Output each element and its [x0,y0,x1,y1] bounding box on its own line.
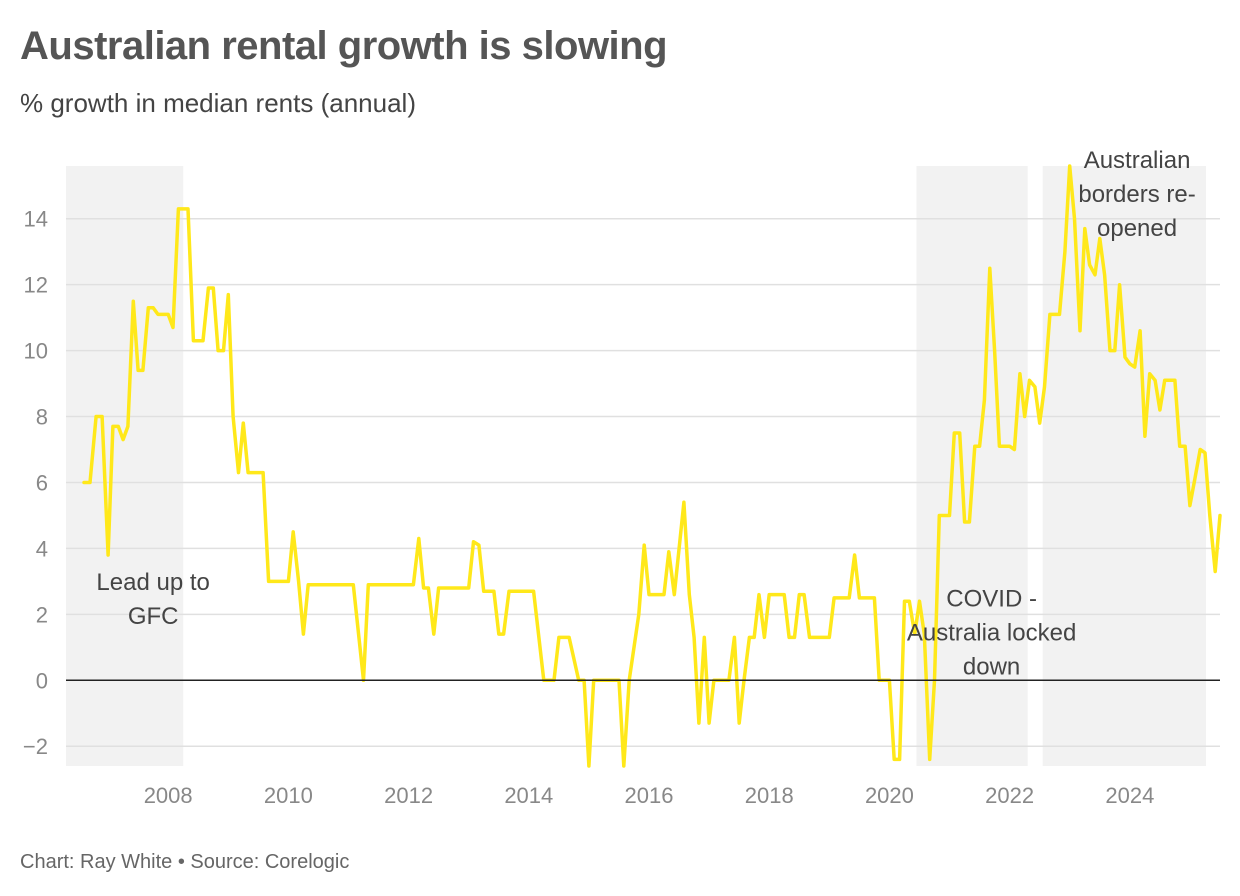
band-annotations: Lead up to GFC COVID -Australia locked down… [96,147,1195,680]
x-tick-label: 2022 [985,783,1034,808]
y-tick-label: 8 [36,405,48,430]
x-tick-label: 2012 [384,783,433,808]
chart-subtitle: % growth in median rents (annual) [20,88,416,118]
x-tick-label: 2008 [144,783,193,808]
y-tick-label: 0 [36,668,48,693]
y-tick-label: 14 [24,207,48,232]
x-tick-label: 2024 [1105,783,1154,808]
x-tick-label: 2018 [745,783,794,808]
x-tick-label: 2020 [865,783,914,808]
y-tick-label: 4 [36,536,48,561]
shaded-band-1 [66,166,184,766]
shaded-band-3 [1042,166,1206,766]
x-axis-ticks: 2008 2010 2012 2014 2016 2018 2020 2022 2024 [144,783,1155,808]
y-tick-label: 6 [36,470,48,495]
y-tick-label: 12 [24,273,48,298]
chart-title: Australian rental growth is slowing [20,24,668,68]
band-annotation-2: COVID -Australia locked down [907,585,1076,680]
x-tick-label: 2010 [264,783,313,808]
band-annotation-3: Australian borders re-opened [1078,147,1195,242]
chart-source-credit: Chart: Ray White • Source: Corelogic [20,851,350,873]
band-annotation-1: Lead up to GFC [96,569,209,630]
series-line-1 [82,164,1222,768]
x-tick-label: 2014 [504,783,553,808]
x-tick-label: 2016 [625,783,674,808]
y-tick-label: 2 [36,602,48,627]
y-tick-label: 10 [24,339,48,364]
series-line [66,164,1222,768]
y-tick-label: −2 [23,734,48,759]
y-axis-ticks: −2 0 2 4 6 8 10 12 14 [23,207,48,759]
